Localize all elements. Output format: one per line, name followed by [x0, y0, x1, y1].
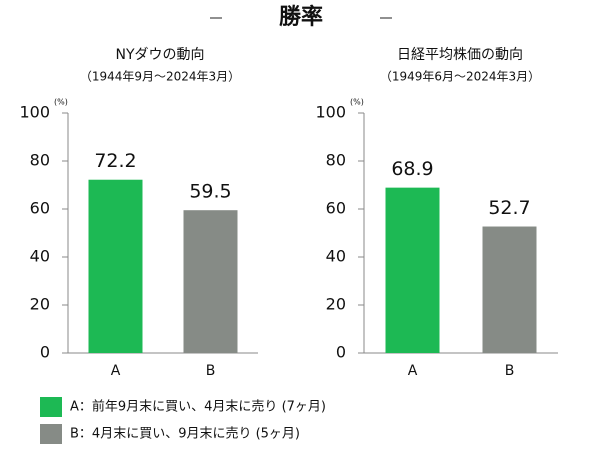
x-tick-label: B [505, 363, 515, 379]
unit-label: (%) [54, 98, 68, 107]
bar [385, 187, 440, 353]
legend-label: A：前年9月末に買い、4月末に売り (7ヶ月) [70, 399, 326, 415]
unit-label: (%) [350, 98, 364, 107]
chart-title: NYダウの動向 [115, 47, 204, 63]
legend-label: B：4月末に買い、9月末に売り (5ヶ月) [70, 426, 300, 442]
y-tick-label: 0 [336, 343, 346, 362]
x-tick-label: A [408, 363, 418, 379]
bar [88, 179, 143, 353]
x-tick-label: A [111, 363, 121, 379]
chart-subtitle: （1944年9月〜2024年3月） [80, 70, 240, 84]
y-tick-label: 40 [30, 247, 50, 266]
y-tick-label: 0 [40, 343, 50, 362]
value-label: 52.7 [488, 197, 530, 219]
y-tick-label: 100 [19, 103, 50, 122]
chart-subtitle: （1949年6月〜2024年3月） [380, 70, 540, 84]
y-tick-label: 60 [30, 199, 50, 218]
y-tick-label: 100 [315, 103, 346, 122]
legend-swatch [40, 424, 62, 444]
value-label: 72.2 [94, 150, 136, 172]
y-tick-label: 60 [326, 199, 346, 218]
y-tick-label: 80 [326, 151, 346, 170]
y-tick-label: 80 [30, 151, 50, 170]
value-label: 68.9 [391, 158, 433, 180]
x-tick-label: B [206, 363, 216, 379]
y-tick-label: 20 [326, 295, 346, 314]
bar [183, 210, 238, 353]
bar [482, 226, 537, 353]
y-tick-label: 40 [326, 247, 346, 266]
page-title: 勝率 [279, 4, 323, 30]
chart-title: 日経平均株価の動向 [397, 47, 523, 63]
y-tick-label: 20 [30, 295, 50, 314]
legend-swatch [40, 397, 62, 417]
value-label: 59.5 [189, 181, 231, 203]
